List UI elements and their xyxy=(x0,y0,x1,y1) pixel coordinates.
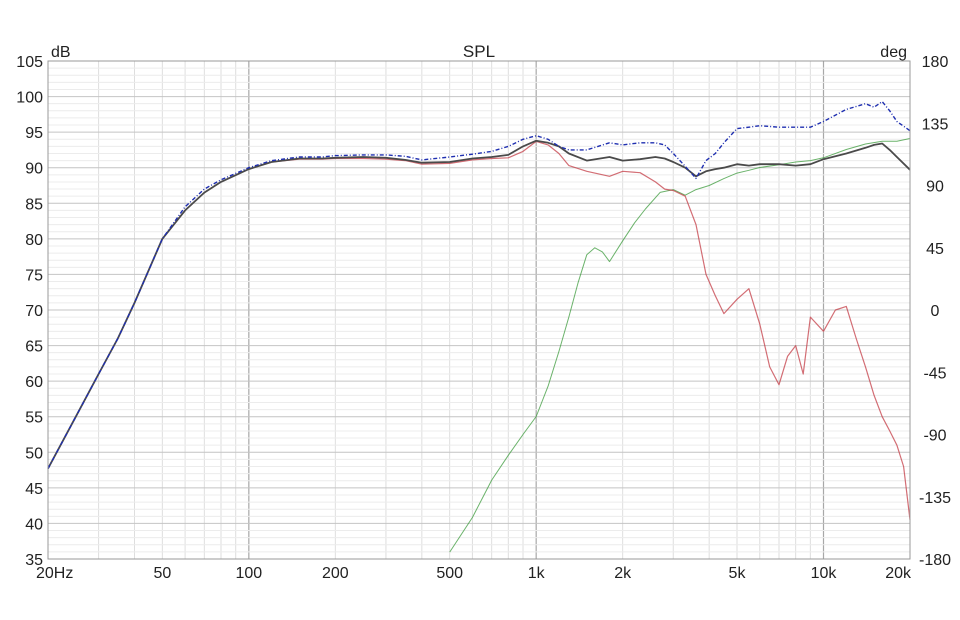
x-tick-label: 500 xyxy=(436,565,463,582)
y-left-tick-label: 35 xyxy=(25,552,43,569)
y-right-tick-label: -135 xyxy=(919,490,951,507)
y-left-tick-label: 45 xyxy=(25,481,43,498)
x-tick-label: 20Hz xyxy=(36,565,73,582)
y-left-tick-label: 85 xyxy=(25,196,43,213)
chart-title: SPL xyxy=(463,42,495,61)
y-right-tick-label: -180 xyxy=(919,552,951,569)
y-right-tick-label: 180 xyxy=(922,54,949,71)
series-line-1 xyxy=(47,100,911,469)
y-right-tick-label: 0 xyxy=(931,303,940,320)
x-tick-label: 200 xyxy=(322,565,349,582)
y-right-tick-label: 45 xyxy=(926,241,944,258)
x-tick-label: 100 xyxy=(235,565,262,582)
x-tick-label: 2k xyxy=(614,565,632,582)
grid xyxy=(47,60,911,560)
y-left-tick-label: 50 xyxy=(25,445,43,462)
y-left-axis-label: dB xyxy=(51,44,71,61)
y-right-tick-label: -90 xyxy=(923,428,946,445)
series-layer xyxy=(47,100,911,553)
plot-frame xyxy=(47,60,911,560)
y-left-tick-label: 90 xyxy=(25,161,43,178)
x-tick-label: 10k xyxy=(811,565,838,582)
y-left-tick-label: 40 xyxy=(25,516,43,533)
y-left-tick-label: 70 xyxy=(25,303,43,320)
x-tick-label: 50 xyxy=(153,565,171,582)
y-left-tick-label: 95 xyxy=(25,125,43,142)
y-left-tick-label: 80 xyxy=(25,232,43,249)
y-left-tick-label: 105 xyxy=(16,54,43,71)
x-tick-labels: 20Hz 50 100 200 500 1k 2k 5k 10k 20k xyxy=(36,565,912,582)
y-left-tick-label: 55 xyxy=(25,410,43,427)
y-right-tick-label: 90 xyxy=(926,179,944,196)
y-left-tick-label: 75 xyxy=(25,267,43,284)
y-right-axis-label: deg xyxy=(880,44,907,61)
x-tick-label: 20k xyxy=(885,565,912,582)
y-left-tick-label: 60 xyxy=(25,374,43,391)
y-right-tick-label: -45 xyxy=(923,365,946,382)
series-line-2 xyxy=(47,139,911,470)
x-tick-label: 5k xyxy=(729,565,747,582)
y-right-tick-labels: -180 -135 -90 -45 0 45 90 135 180 xyxy=(919,54,951,569)
y-right-tick-label: 135 xyxy=(922,116,949,133)
series-line-4 xyxy=(449,138,911,553)
x-tick-label: 1k xyxy=(528,565,546,582)
y-left-tick-label: 65 xyxy=(25,339,43,356)
y-left-tick-label: 100 xyxy=(16,90,43,107)
y-left-tick-labels: 35 40 45 50 55 60 65 70 75 80 85 90 95 100 105 xyxy=(16,54,43,569)
